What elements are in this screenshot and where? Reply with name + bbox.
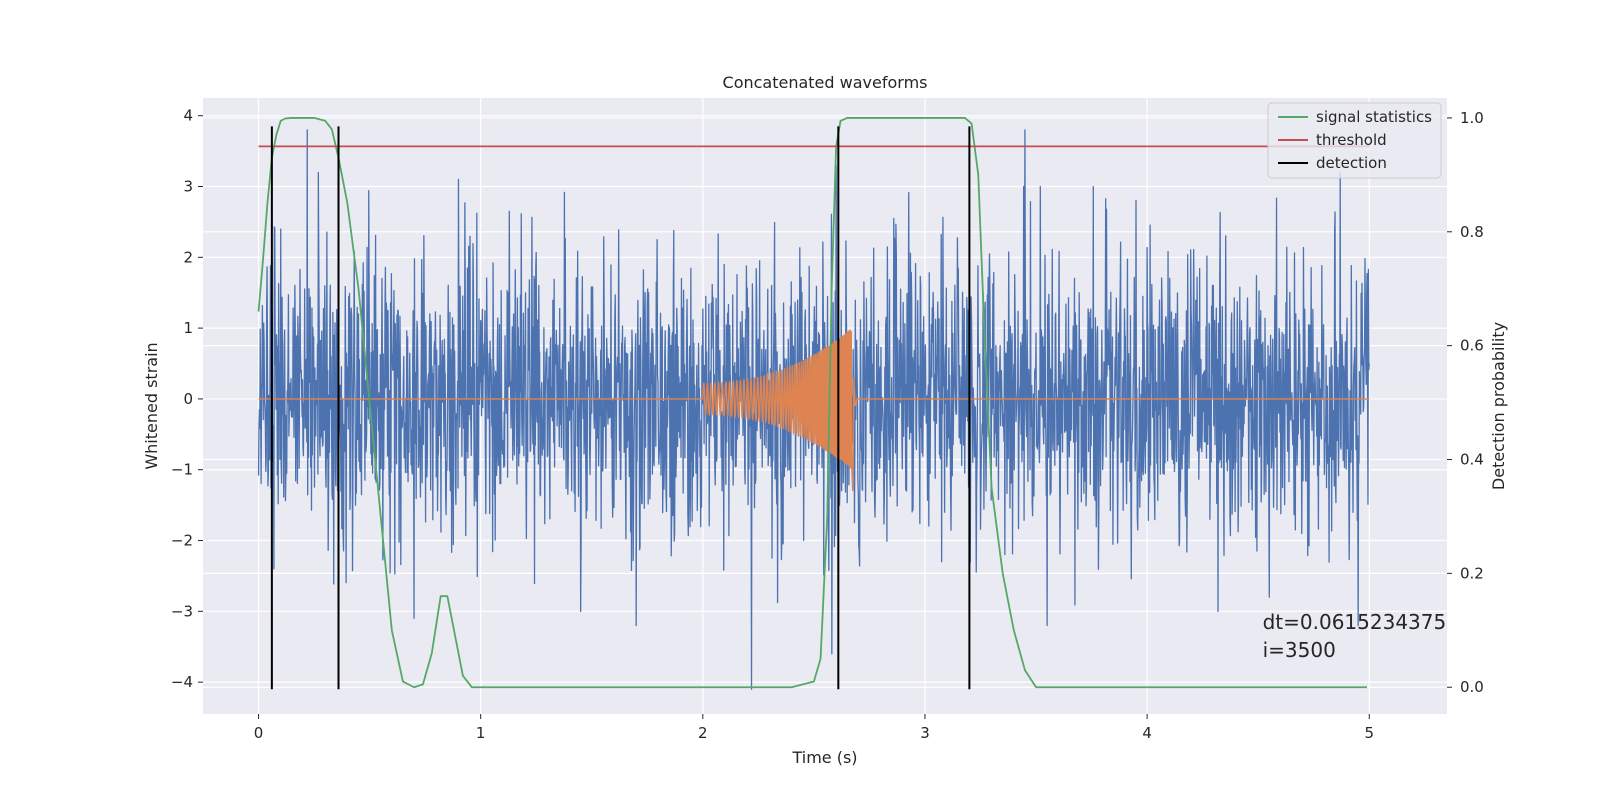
y-tick-label: 2 xyxy=(183,248,193,266)
plot-area xyxy=(257,117,1370,690)
strain-noise-line xyxy=(257,129,1370,690)
x-tick-label: 0 xyxy=(254,724,264,742)
y-tick-label: −1 xyxy=(171,461,193,479)
annotation: dt=0.0615234375 i=3500 xyxy=(1263,610,1447,662)
y2-axis-label: Detection probability xyxy=(1489,322,1508,490)
annotation-text: i=3500 xyxy=(1263,638,1336,662)
y-tick-label: 0 xyxy=(183,390,193,408)
y-tick-label: 3 xyxy=(183,178,193,196)
legend-label: detection xyxy=(1316,154,1387,172)
y2-tick-label: 0.8 xyxy=(1460,223,1484,241)
y-axis-left: −4 −3 −2 −1 0 1 2 3 4 xyxy=(171,107,203,691)
x-tick-label: 1 xyxy=(476,724,486,742)
y2-tick-label: 0.6 xyxy=(1460,337,1484,355)
x-tick-label: 5 xyxy=(1364,724,1374,742)
annotation-text: dt=0.0615234375 xyxy=(1263,610,1447,634)
y-axis-right: 0.0 0.2 0.4 0.6 0.8 1.0 xyxy=(1447,109,1484,696)
x-axis-label: Time (s) xyxy=(791,748,857,767)
x-axis: 0 1 2 3 4 5 xyxy=(254,714,1374,742)
y-tick-label: 1 xyxy=(183,319,193,337)
y-axis-label: Whitened strain xyxy=(142,342,161,469)
y-tick-label: −4 xyxy=(171,673,193,691)
x-tick-label: 4 xyxy=(1142,724,1152,742)
y-tick-label: 4 xyxy=(183,107,193,125)
y-tick-label: −3 xyxy=(171,602,193,620)
legend-box xyxy=(1267,102,1442,179)
legend-label: signal statistics xyxy=(1316,108,1432,126)
y2-tick-label: 0.2 xyxy=(1460,564,1484,582)
legend: signal statistics threshold detection xyxy=(1267,102,1442,179)
y2-tick-label: 0.0 xyxy=(1460,678,1484,696)
chirp-line xyxy=(258,329,1370,491)
chart-title: Concatenated waveforms xyxy=(723,73,928,92)
y-tick-label: −2 xyxy=(171,532,193,550)
legend-label: threshold xyxy=(1316,131,1387,149)
y2-tick-label: 1.0 xyxy=(1460,109,1484,127)
x-tick-label: 3 xyxy=(920,724,930,742)
y2-tick-label: 0.4 xyxy=(1460,451,1484,469)
signal-statistics-line xyxy=(257,117,1368,689)
x-tick-label: 2 xyxy=(698,724,708,742)
